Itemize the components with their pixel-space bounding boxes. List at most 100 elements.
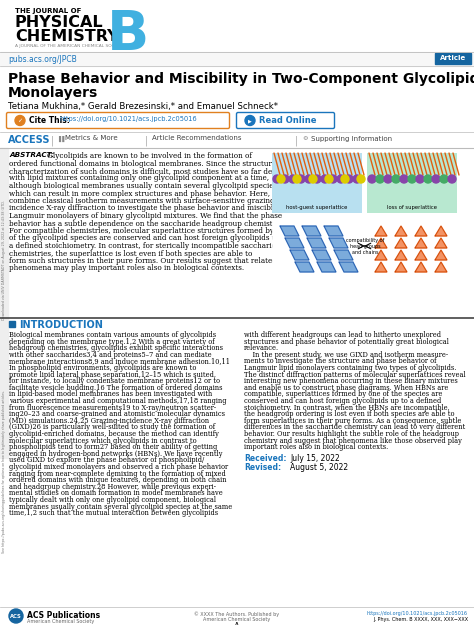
Circle shape <box>293 175 301 183</box>
Text: A: A <box>234 622 240 625</box>
Text: See https://pubs.acs.org/sharingguidelines for options on how to legitimately sh: See https://pubs.acs.org/sharingguidelin… <box>2 390 6 553</box>
Text: glycolipid-enriched domains, because the method can identify: glycolipid-enriched domains, because the… <box>9 430 219 438</box>
Bar <box>272 153 362 213</box>
FancyBboxPatch shape <box>237 112 335 129</box>
Circle shape <box>424 175 432 183</box>
Text: The distinct diffraction patterns of molecular superlattices reveal: The distinct diffraction patterns of mol… <box>244 371 465 379</box>
Text: ▶: ▶ <box>248 118 252 123</box>
Circle shape <box>448 175 456 183</box>
Text: which can result in more complex structures and phase behavior. Here, we: which can result in more complex structu… <box>9 189 283 198</box>
Polygon shape <box>395 226 407 236</box>
Text: phenomena may play important roles also in biological contexts.: phenomena may play important roles also … <box>9 264 244 272</box>
Polygon shape <box>375 238 387 248</box>
Text: behavior. Our results highlight the subtle role of the headgroup: behavior. Our results highlight the subt… <box>244 430 459 438</box>
Text: stoichiometry. In contrast, when the HBNs are incompatible,: stoichiometry. In contrast, when the HBN… <box>244 404 450 412</box>
Text: August 5, 2022: August 5, 2022 <box>290 462 348 472</box>
Text: https://doi.org/10.1021/acs.jpcb.2c05016: https://doi.org/10.1021/acs.jpcb.2c05016 <box>59 116 197 122</box>
Text: promote lipid lateral phase separation,12–15 which is suited,: promote lipid lateral phase separation,1… <box>9 371 216 379</box>
Text: differences in the saccharide chemistry can lead to very different: differences in the saccharide chemistry … <box>244 423 465 431</box>
Text: pubs.acs.org/JPCB: pubs.acs.org/JPCB <box>8 55 77 64</box>
Text: depending on the membrane type.1,2 With a great variety of: depending on the membrane type.1,2 With … <box>9 338 215 346</box>
Circle shape <box>329 175 337 183</box>
Bar <box>272 218 362 273</box>
Text: although biological membranes usually contain several glycolipid species,: although biological membranes usually co… <box>9 182 279 190</box>
Circle shape <box>337 175 345 183</box>
Text: combine classical isotherm measurements with surface-sensitive grazing-: combine classical isotherm measurements … <box>9 197 277 205</box>
Polygon shape <box>375 262 387 272</box>
Text: CHEMISTRY: CHEMISTRY <box>15 29 118 44</box>
Text: with lipid mixtures containing only one glycolipid component at a time,: with lipid mixtures containing only one … <box>9 174 269 182</box>
Text: glycolipid mixed monolayers and observed a rich phase behavior: glycolipid mixed monolayers and observed… <box>9 463 228 471</box>
Polygon shape <box>415 226 427 236</box>
Text: July 15, 2022: July 15, 2022 <box>290 454 340 462</box>
Text: time,1,2 such that the mutual interaction between glycolipids: time,1,2 such that the mutual interactio… <box>9 509 218 518</box>
Polygon shape <box>395 262 407 272</box>
Circle shape <box>273 175 281 183</box>
Text: Metrics & More: Metrics & More <box>65 136 118 141</box>
Polygon shape <box>339 262 358 272</box>
Text: for instance, to locally condensate membrane proteins12 or to: for instance, to locally condensate memb… <box>9 378 220 385</box>
Bar <box>0 0 474 68</box>
Text: characterization of such domains is difficult, most studies have so far dealt: characterization of such domains is diff… <box>9 167 282 175</box>
Text: For compatible chemistries, molecular superlattice structures formed by one: For compatible chemistries, molecular su… <box>9 227 290 235</box>
Bar <box>0 148 8 458</box>
Text: |: | <box>51 135 54 146</box>
Circle shape <box>309 175 317 183</box>
Circle shape <box>9 609 23 623</box>
Text: |: | <box>145 135 148 146</box>
Circle shape <box>341 175 349 183</box>
Text: headgroup chemistries, glycolipids exhibit specific interactions: headgroup chemistries, glycolipids exhib… <box>9 344 223 352</box>
Polygon shape <box>334 250 353 260</box>
Text: conserved and can host foreign glycolipids up to a defined: conserved and can host foreign glycolipi… <box>244 397 441 405</box>
FancyBboxPatch shape <box>7 112 229 129</box>
Polygon shape <box>415 262 427 272</box>
Circle shape <box>392 175 400 183</box>
Circle shape <box>384 175 392 183</box>
Text: Downloaded via UNIV DARMSTADT on August 29, 2022 at 12:43:38 (UTC).: Downloaded via UNIV DARMSTADT on August … <box>2 200 6 320</box>
Circle shape <box>325 175 333 183</box>
Text: ABSTRACT:: ABSTRACT: <box>9 152 54 158</box>
Circle shape <box>313 175 321 183</box>
Text: American Chemical Society: American Chemical Society <box>27 619 94 624</box>
Text: Supporting Information: Supporting Information <box>311 136 392 141</box>
Text: various experimental and computational methods,17,18 ranging: various experimental and computational m… <box>9 397 227 405</box>
Circle shape <box>245 116 255 126</box>
Polygon shape <box>395 250 407 260</box>
Text: In phospholipid environments, glycolipids are known to: In phospholipid environments, glycolipid… <box>9 364 196 372</box>
Bar <box>435 53 471 64</box>
Text: incidence X-ray diffraction to investigate the phase behavior and miscibility in: incidence X-ray diffraction to investiga… <box>9 204 294 212</box>
Text: ▌▌: ▌▌ <box>58 136 66 142</box>
Polygon shape <box>375 226 387 236</box>
Bar <box>367 153 457 213</box>
Text: Revised:: Revised: <box>244 462 281 472</box>
Text: Biological membranes contain various amounts of glycolipids: Biological membranes contain various amo… <box>9 331 216 339</box>
Text: |: | <box>295 135 298 146</box>
Text: loss of superlattice: loss of superlattice <box>387 205 437 210</box>
Circle shape <box>353 175 361 183</box>
Text: host-guest superlattice: host-guest superlattice <box>286 205 348 210</box>
Circle shape <box>277 175 285 183</box>
Text: relevance.: relevance. <box>244 344 279 352</box>
Circle shape <box>15 116 25 126</box>
Text: ordered functional domains in biological membranes. Since the structural: ordered functional domains in biological… <box>9 159 279 168</box>
Text: American Chemical Society: American Chemical Society <box>203 617 271 622</box>
Text: phospholipids tend to form27 based on their ability of getting: phospholipids tend to form27 based on th… <box>9 443 217 451</box>
Text: ordered domains with unique features, depending on both chain: ordered domains with unique features, de… <box>9 476 227 484</box>
Text: interesting new phenomena occurring in these binary mixtures: interesting new phenomena occurring in t… <box>244 378 458 385</box>
Text: Received:: Received: <box>244 454 286 462</box>
Text: ACS: ACS <box>10 614 22 619</box>
Bar <box>367 218 457 273</box>
Text: INTRODUCTION: INTRODUCTION <box>19 320 103 330</box>
Circle shape <box>408 175 416 183</box>
Text: ments to investigate the structure and phase behavior of: ments to investigate the structure and p… <box>244 357 437 366</box>
Text: mental studies on domain formation in model membranes have: mental studies on domain formation in mo… <box>9 489 223 498</box>
Text: structures and phase behavior of potentially great biological: structures and phase behavior of potenti… <box>244 338 449 346</box>
Text: membranes usually contain several glycolipid species at the same: membranes usually contain several glycol… <box>9 503 232 511</box>
Polygon shape <box>312 250 331 260</box>
Text: Monolayers: Monolayers <box>8 86 98 100</box>
Text: Langmuir monolayers of binary glycolipid mixtures. We find that the phase: Langmuir monolayers of binary glycolipid… <box>9 212 282 220</box>
Text: with other saccharides3,4 and proteins5–7 and can mediate: with other saccharides3,4 and proteins5–… <box>9 351 211 359</box>
Text: form such structures in their pure forms. Our results suggest that related: form such structures in their pure forms… <box>9 257 277 265</box>
Text: of the glycolipid species are conserved and can host foreign glycolipids up to: of the glycolipid species are conserved … <box>9 234 291 242</box>
Polygon shape <box>329 238 348 248</box>
